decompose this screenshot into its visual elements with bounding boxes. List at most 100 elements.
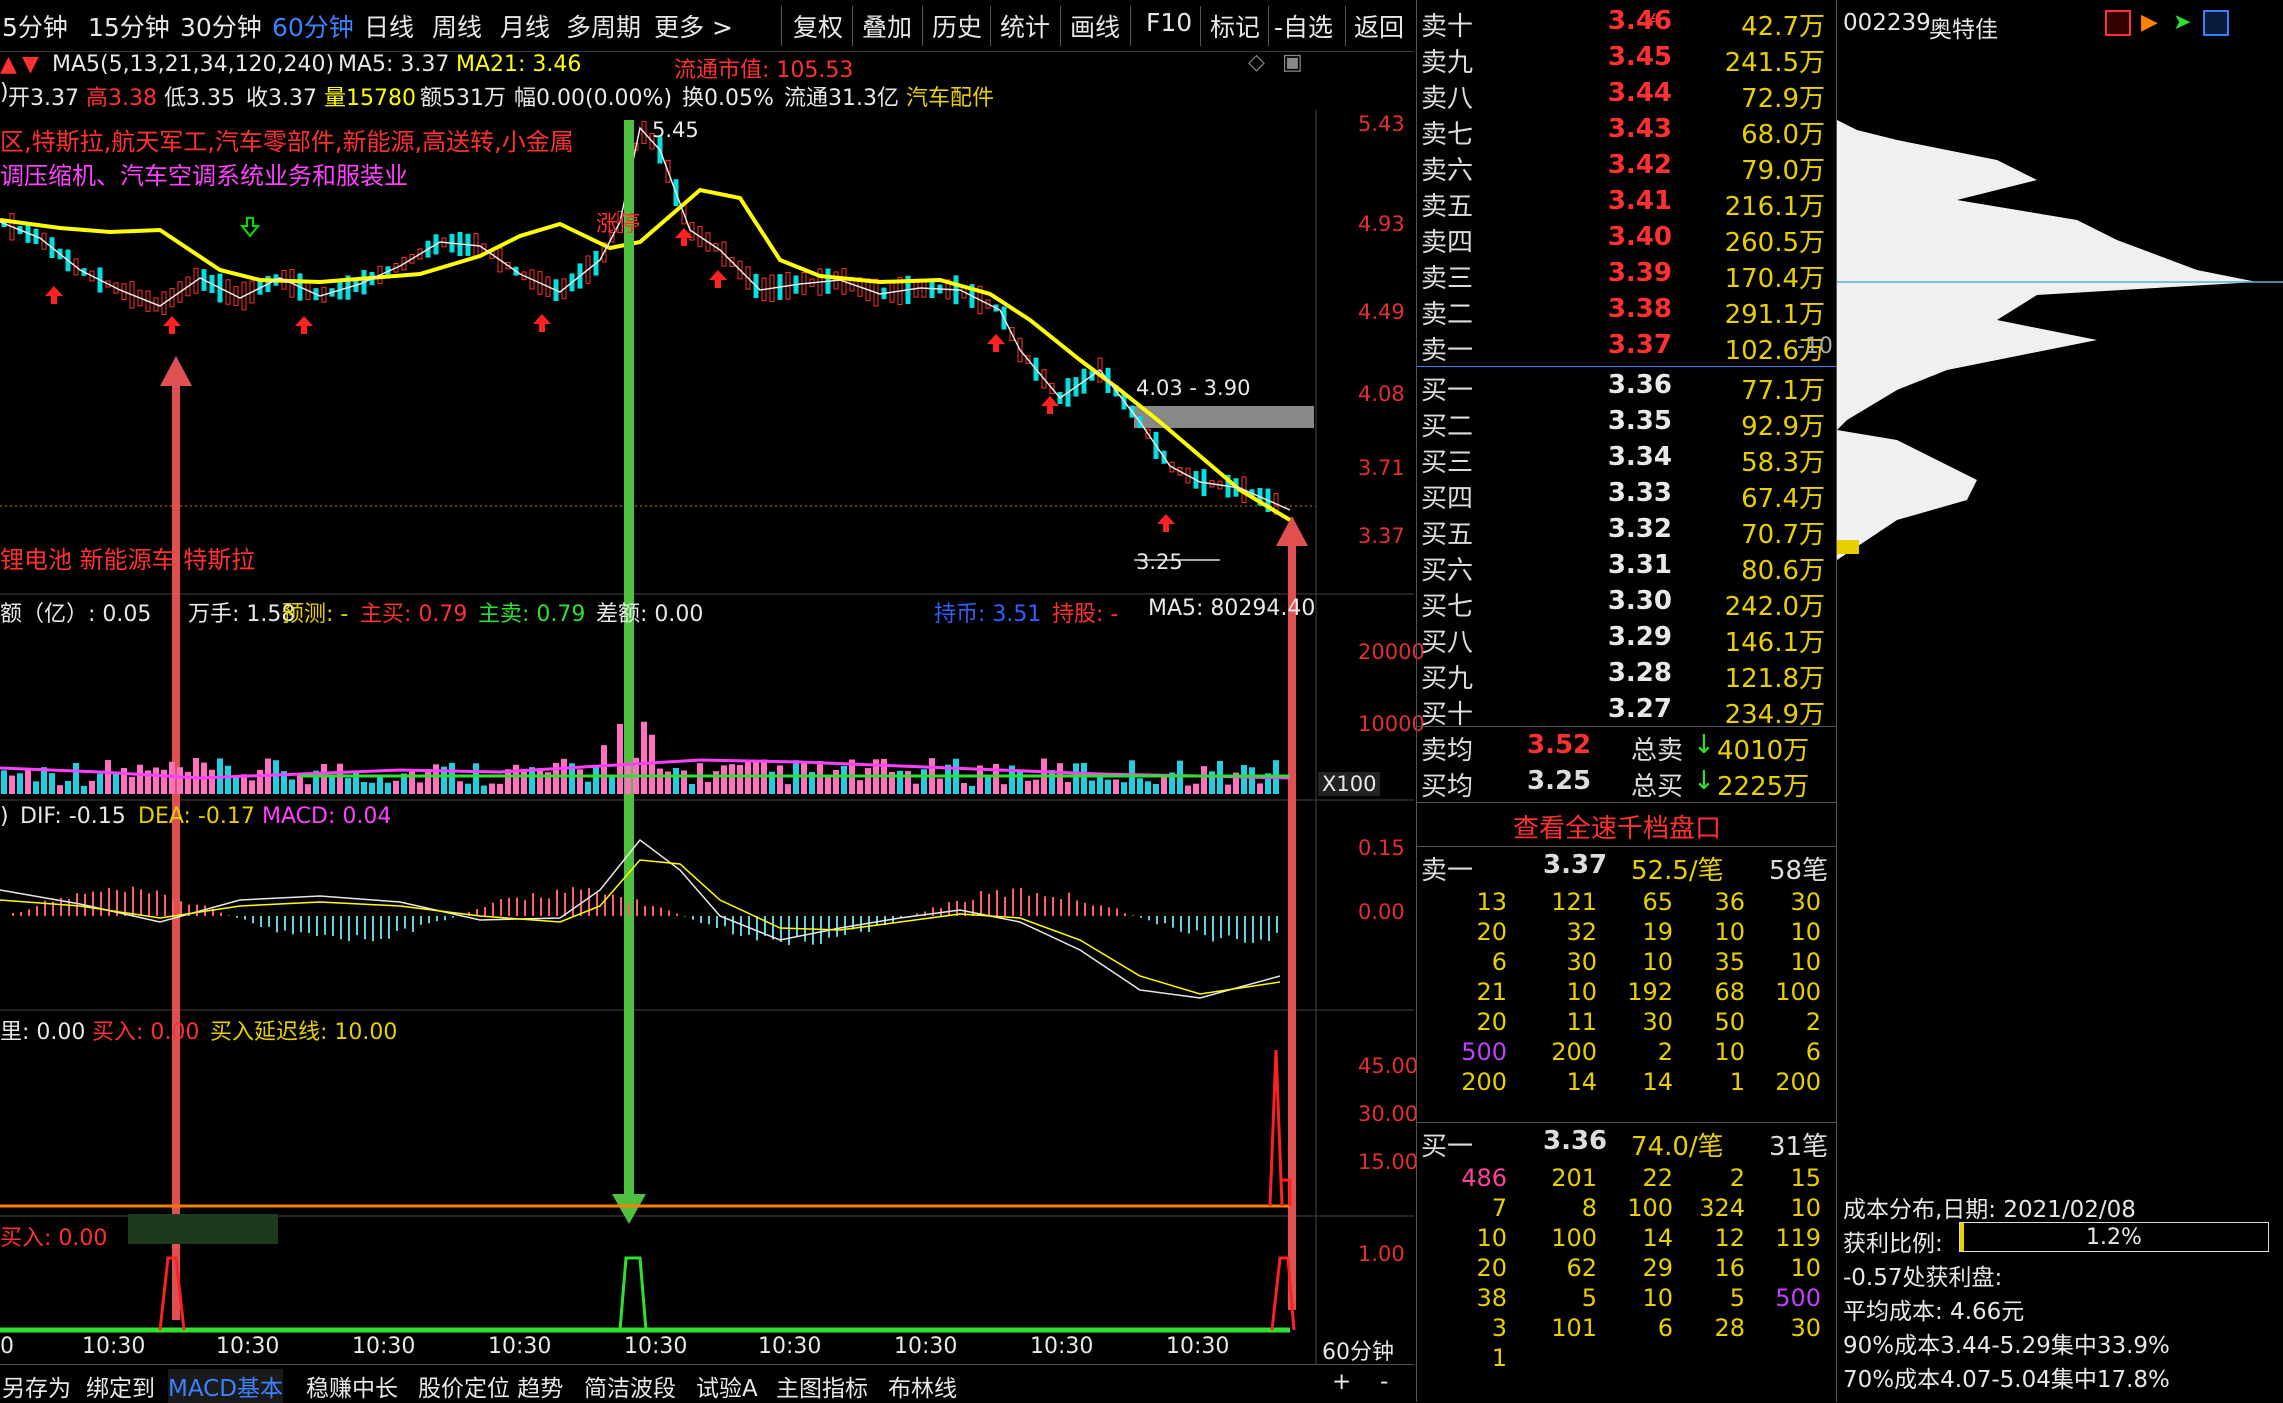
period-multi[interactable]: 多周期 — [566, 8, 641, 44]
bid-price: 3.29 — [1562, 622, 1672, 652]
macd-bar — [404, 916, 406, 929]
period-daily[interactable]: 日线 — [364, 8, 414, 44]
flag-icon[interactable]: ▶ — [2141, 10, 2158, 35]
signal-delay: 买入延迟线: 10.00 — [210, 1014, 397, 1046]
fuquan-button[interactable]: 复权 — [793, 8, 843, 44]
draw-button[interactable]: 画线 — [1070, 8, 1120, 44]
watchlist-button[interactable]: -自选 — [1274, 8, 1333, 44]
volume-bar — [1257, 783, 1263, 794]
depth-cell: 20 — [1447, 1254, 1507, 1282]
tab-test-a[interactable]: 试验A — [696, 1369, 758, 1403]
period-monthly[interactable]: 月线 — [500, 8, 550, 44]
ask-level-name: 卖三 — [1421, 258, 1473, 295]
tab-bollinger[interactable]: 布林线 — [888, 1369, 957, 1403]
history-button[interactable]: 历史 — [932, 8, 982, 44]
macd-bar — [284, 916, 286, 931]
depth-link[interactable]: 查看全速千档盘口 — [1513, 808, 1721, 845]
diamond-icon[interactable]: ◇ — [1248, 50, 1265, 75]
period-label[interactable]: 60分钟 — [1322, 1334, 1394, 1366]
volume-bar — [657, 769, 663, 794]
macd-bar — [588, 888, 590, 916]
macd-bar — [1172, 916, 1174, 928]
period-15min[interactable]: 15分钟 — [88, 8, 170, 44]
ask-volume: 291.1万 — [1657, 294, 1825, 331]
macd-bar — [660, 908, 662, 916]
macd-bar — [612, 895, 614, 916]
stock-code: 002239 — [1843, 10, 1931, 36]
depth-cell: 119 — [1761, 1224, 1821, 1252]
tab-band[interactable]: 简洁波段 — [584, 1369, 676, 1403]
volume-bar — [577, 769, 583, 794]
period-30min[interactable]: 30分钟 — [180, 8, 262, 44]
profit-bar: 1.2% — [1959, 1222, 2269, 1252]
tab-bind[interactable]: 绑定到 — [86, 1369, 155, 1403]
avg-sell-value: 3.52 — [1527, 730, 1591, 760]
tab-price-position[interactable]: 股价定位 趋势 — [418, 1369, 563, 1403]
chart-type-icon[interactable] — [2105, 10, 2131, 36]
dif-line — [0, 840, 1280, 998]
arrow-icon[interactable]: ➤ — [2173, 10, 2191, 35]
volume-bar — [89, 781, 95, 794]
bid-level-name: 买五 — [1421, 514, 1473, 551]
tab-main-indicator[interactable]: 主图指标 — [776, 1369, 868, 1403]
macd-bar — [228, 915, 230, 916]
macd-bar — [812, 916, 814, 945]
volume-bar — [825, 776, 831, 794]
mark-button[interactable]: 标记 — [1210, 8, 1260, 44]
overlay-button[interactable]: 叠加 — [862, 8, 912, 44]
period-weekly[interactable]: 周线 — [432, 8, 482, 44]
bid-volume: 67.4万 — [1657, 478, 1825, 515]
window-icon[interactable]: ▣ — [1282, 50, 1303, 75]
ask-level-name: 卖二 — [1421, 294, 1473, 331]
period-60min[interactable]: 60分钟 — [272, 8, 354, 44]
picture-icon[interactable] — [2203, 10, 2229, 36]
down-arrow-icon: ▼ — [22, 52, 39, 77]
macd-bar — [716, 916, 718, 928]
depth-cell: 21 — [1447, 978, 1507, 1006]
bid-level-name: 买二 — [1421, 406, 1473, 443]
period-5min[interactable]: 5分钟 — [2, 8, 68, 44]
volume-bar — [1193, 784, 1199, 794]
price-tick: 3.71 — [1358, 456, 1405, 480]
ask1-summary-row: 卖一 3.37 52.5/笔 58笔 — [1417, 850, 1836, 886]
macd-bar — [652, 906, 654, 916]
price-tick: 5.43 — [1358, 112, 1405, 136]
macd-bar — [836, 916, 838, 937]
volume-bar — [1033, 780, 1039, 794]
high-label: 5.45 — [652, 118, 699, 142]
zoom-out-button[interactable]: - — [1380, 1369, 1388, 1395]
stats-button[interactable]: 统计 — [1000, 8, 1050, 44]
zoom-in-button[interactable]: + — [1332, 1369, 1351, 1395]
tab-macd[interactable]: MACD基本 — [168, 1369, 283, 1403]
tab-wenzhuan[interactable]: 稳赚中长 — [306, 1369, 398, 1403]
volume-bar — [625, 763, 631, 794]
back-button[interactable]: 返回 — [1354, 8, 1404, 44]
macd-bar — [1244, 916, 1246, 943]
profit-at: -0.57处获利盘: — [1843, 1258, 2002, 1292]
down-arrow-icon: ↓ — [1693, 766, 1715, 796]
tab-save-as[interactable]: 另存为 — [2, 1369, 71, 1403]
period-more[interactable]: 更多 > — [654, 8, 733, 44]
f10-button[interactable]: F10 — [1146, 8, 1192, 37]
